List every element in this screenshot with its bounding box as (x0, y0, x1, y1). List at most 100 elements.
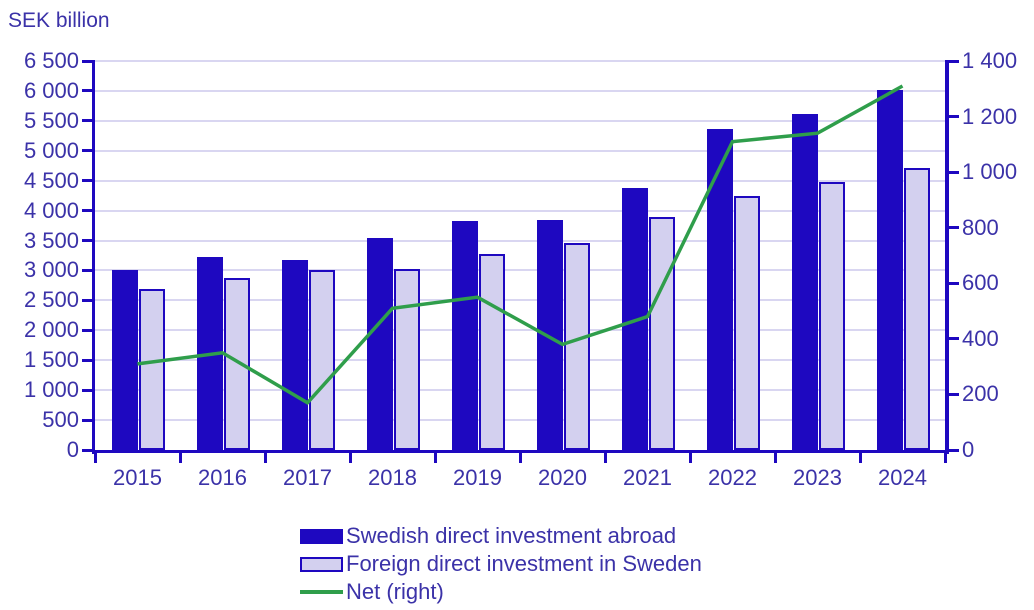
left-axis-label-500: 500 (42, 407, 79, 433)
right-axis-tick-1000 (948, 170, 959, 174)
bar-abroad-2023 (791, 113, 818, 450)
right-axis-label-800: 800 (962, 214, 999, 240)
left-axis-label-5500: 5 500 (23, 107, 79, 133)
gridline-1000 (95, 389, 945, 392)
bar-abroad-2024 (876, 89, 903, 450)
left-axis-tick-500 (82, 418, 92, 422)
gridline-5500 (95, 119, 945, 122)
left-axis-label-4500: 4 500 (23, 167, 79, 193)
legend-label-net: Net (right) (346, 579, 444, 604)
gridline-4000 (95, 209, 945, 212)
x-label-2024: 2024 (878, 465, 927, 490)
x-axis-tick (688, 453, 692, 463)
right-axis-label-0: 0 (962, 437, 975, 462)
left-axis-label-5000: 5 000 (23, 137, 79, 163)
left-axis-tick-4000 (82, 209, 92, 213)
gridline-1500 (95, 359, 945, 362)
legend-swatch-light-bar-icon (300, 556, 343, 572)
left-axis-label-6500: 6 500 (23, 48, 79, 73)
bar-abroad-2015 (111, 270, 138, 450)
gridline-6500 (95, 60, 945, 62)
left-axis-tick-3500 (82, 239, 92, 243)
right-axis-label-1400: 1 400 (962, 48, 1018, 73)
bar-abroad-2018 (366, 238, 393, 450)
right-axis-label-200: 200 (962, 381, 999, 407)
right-axis-tick-600 (948, 281, 959, 285)
legend-item-foreign-in-sweden: Foreign direct investment in Sweden (300, 550, 702, 578)
x-axis-tick (858, 453, 862, 463)
x-axis-line (91, 449, 949, 453)
left-axis-label-0: 0 (66, 437, 79, 462)
bar-abroad-2021 (621, 187, 648, 450)
right-axis-tick-1400 (948, 59, 959, 63)
bar-abroad-2020 (536, 220, 563, 450)
x-label-2022: 2022 (708, 465, 757, 490)
x-label-2021: 2021 (623, 465, 672, 490)
right-axis-tick-1200 (948, 115, 959, 119)
legend-item-swedish-abroad: Swedish direct investment abroad (300, 522, 702, 550)
right-axis-tick-400 (948, 337, 959, 341)
left-axis-label-1500: 1 500 (23, 347, 79, 373)
left-axis-label-4000: 4 000 (23, 197, 79, 223)
right-axis-tick-0 (948, 448, 959, 452)
bar-in-sweden-2015 (138, 289, 165, 450)
left-axis-tick-5000 (82, 149, 92, 153)
right-axis-tick-800 (948, 226, 959, 230)
left-axis-label-3000: 3 000 (23, 257, 79, 283)
right-axis-label-1000: 1 000 (962, 159, 1018, 185)
left-axis-tick-3000 (82, 268, 92, 272)
left-axis-label-2500: 2 500 (23, 287, 79, 313)
x-axis-tick (433, 453, 437, 463)
bar-in-sweden-2019 (478, 253, 505, 450)
left-axis-tick-6000 (82, 89, 92, 93)
bar-in-sweden-2018 (393, 268, 420, 450)
x-axis-tick (943, 453, 947, 463)
left-axis-tick-5500 (82, 119, 92, 123)
left-axis-tick-2500 (82, 298, 92, 302)
x-axis-tick (773, 453, 777, 463)
right-axis-label-400: 400 (962, 325, 999, 351)
x-axis-tick (348, 453, 352, 463)
gridline-3500 (95, 239, 945, 242)
bar-abroad-2022 (706, 129, 733, 450)
gridline-6000 (95, 89, 945, 92)
legend-item-net: Net (right) (300, 578, 702, 606)
left-axis-label-2000: 2 000 (23, 317, 79, 343)
x-label-2020: 2020 (538, 465, 587, 490)
x-label-2015: 2015 (113, 465, 162, 490)
legend-label-foreign-in-sweden: Foreign direct investment in Sweden (346, 551, 702, 576)
left-axis-tick-4500 (82, 179, 92, 183)
left-axis-label-6000: 6 000 (23, 77, 79, 103)
right-axis-tick-200 (948, 392, 959, 396)
bar-in-sweden-2023 (818, 181, 845, 450)
x-label-2019: 2019 (453, 465, 502, 490)
bar-abroad-2016 (196, 257, 223, 450)
gridline-5000 (95, 149, 945, 152)
x-axis-tick (178, 453, 182, 463)
legend-swatch-dark-bar-icon (300, 528, 343, 544)
right-axis-label-600: 600 (962, 270, 999, 296)
left-axis-tick-0 (82, 448, 92, 452)
left-axis-label-1000: 1 000 (23, 377, 79, 403)
legend-label-swedish-abroad: Swedish direct investment abroad (346, 523, 677, 548)
legend: Swedish direct investment abroad Foreign… (300, 522, 702, 606)
left-axis-label-3500: 3 500 (23, 227, 79, 253)
x-axis-tick (518, 453, 522, 463)
gridline-4500 (95, 179, 945, 182)
x-axis-tick (93, 453, 97, 463)
bar-abroad-2019 (451, 220, 478, 450)
gridline-3000 (95, 269, 945, 272)
bar-in-sweden-2020 (563, 242, 590, 450)
left-axis-line (91, 59, 95, 454)
left-axis-tick-6500 (82, 59, 92, 63)
x-label-2023: 2023 (793, 465, 842, 490)
right-axis-label-1200: 1 200 (962, 103, 1018, 129)
bar-in-sweden-2022 (733, 195, 760, 450)
gridline-2500 (95, 299, 945, 302)
bar-in-sweden-2021 (648, 216, 675, 450)
left-axis-tick-2000 (82, 328, 92, 332)
legend-swatch-line-icon (300, 590, 343, 594)
x-axis-tick (603, 453, 607, 463)
